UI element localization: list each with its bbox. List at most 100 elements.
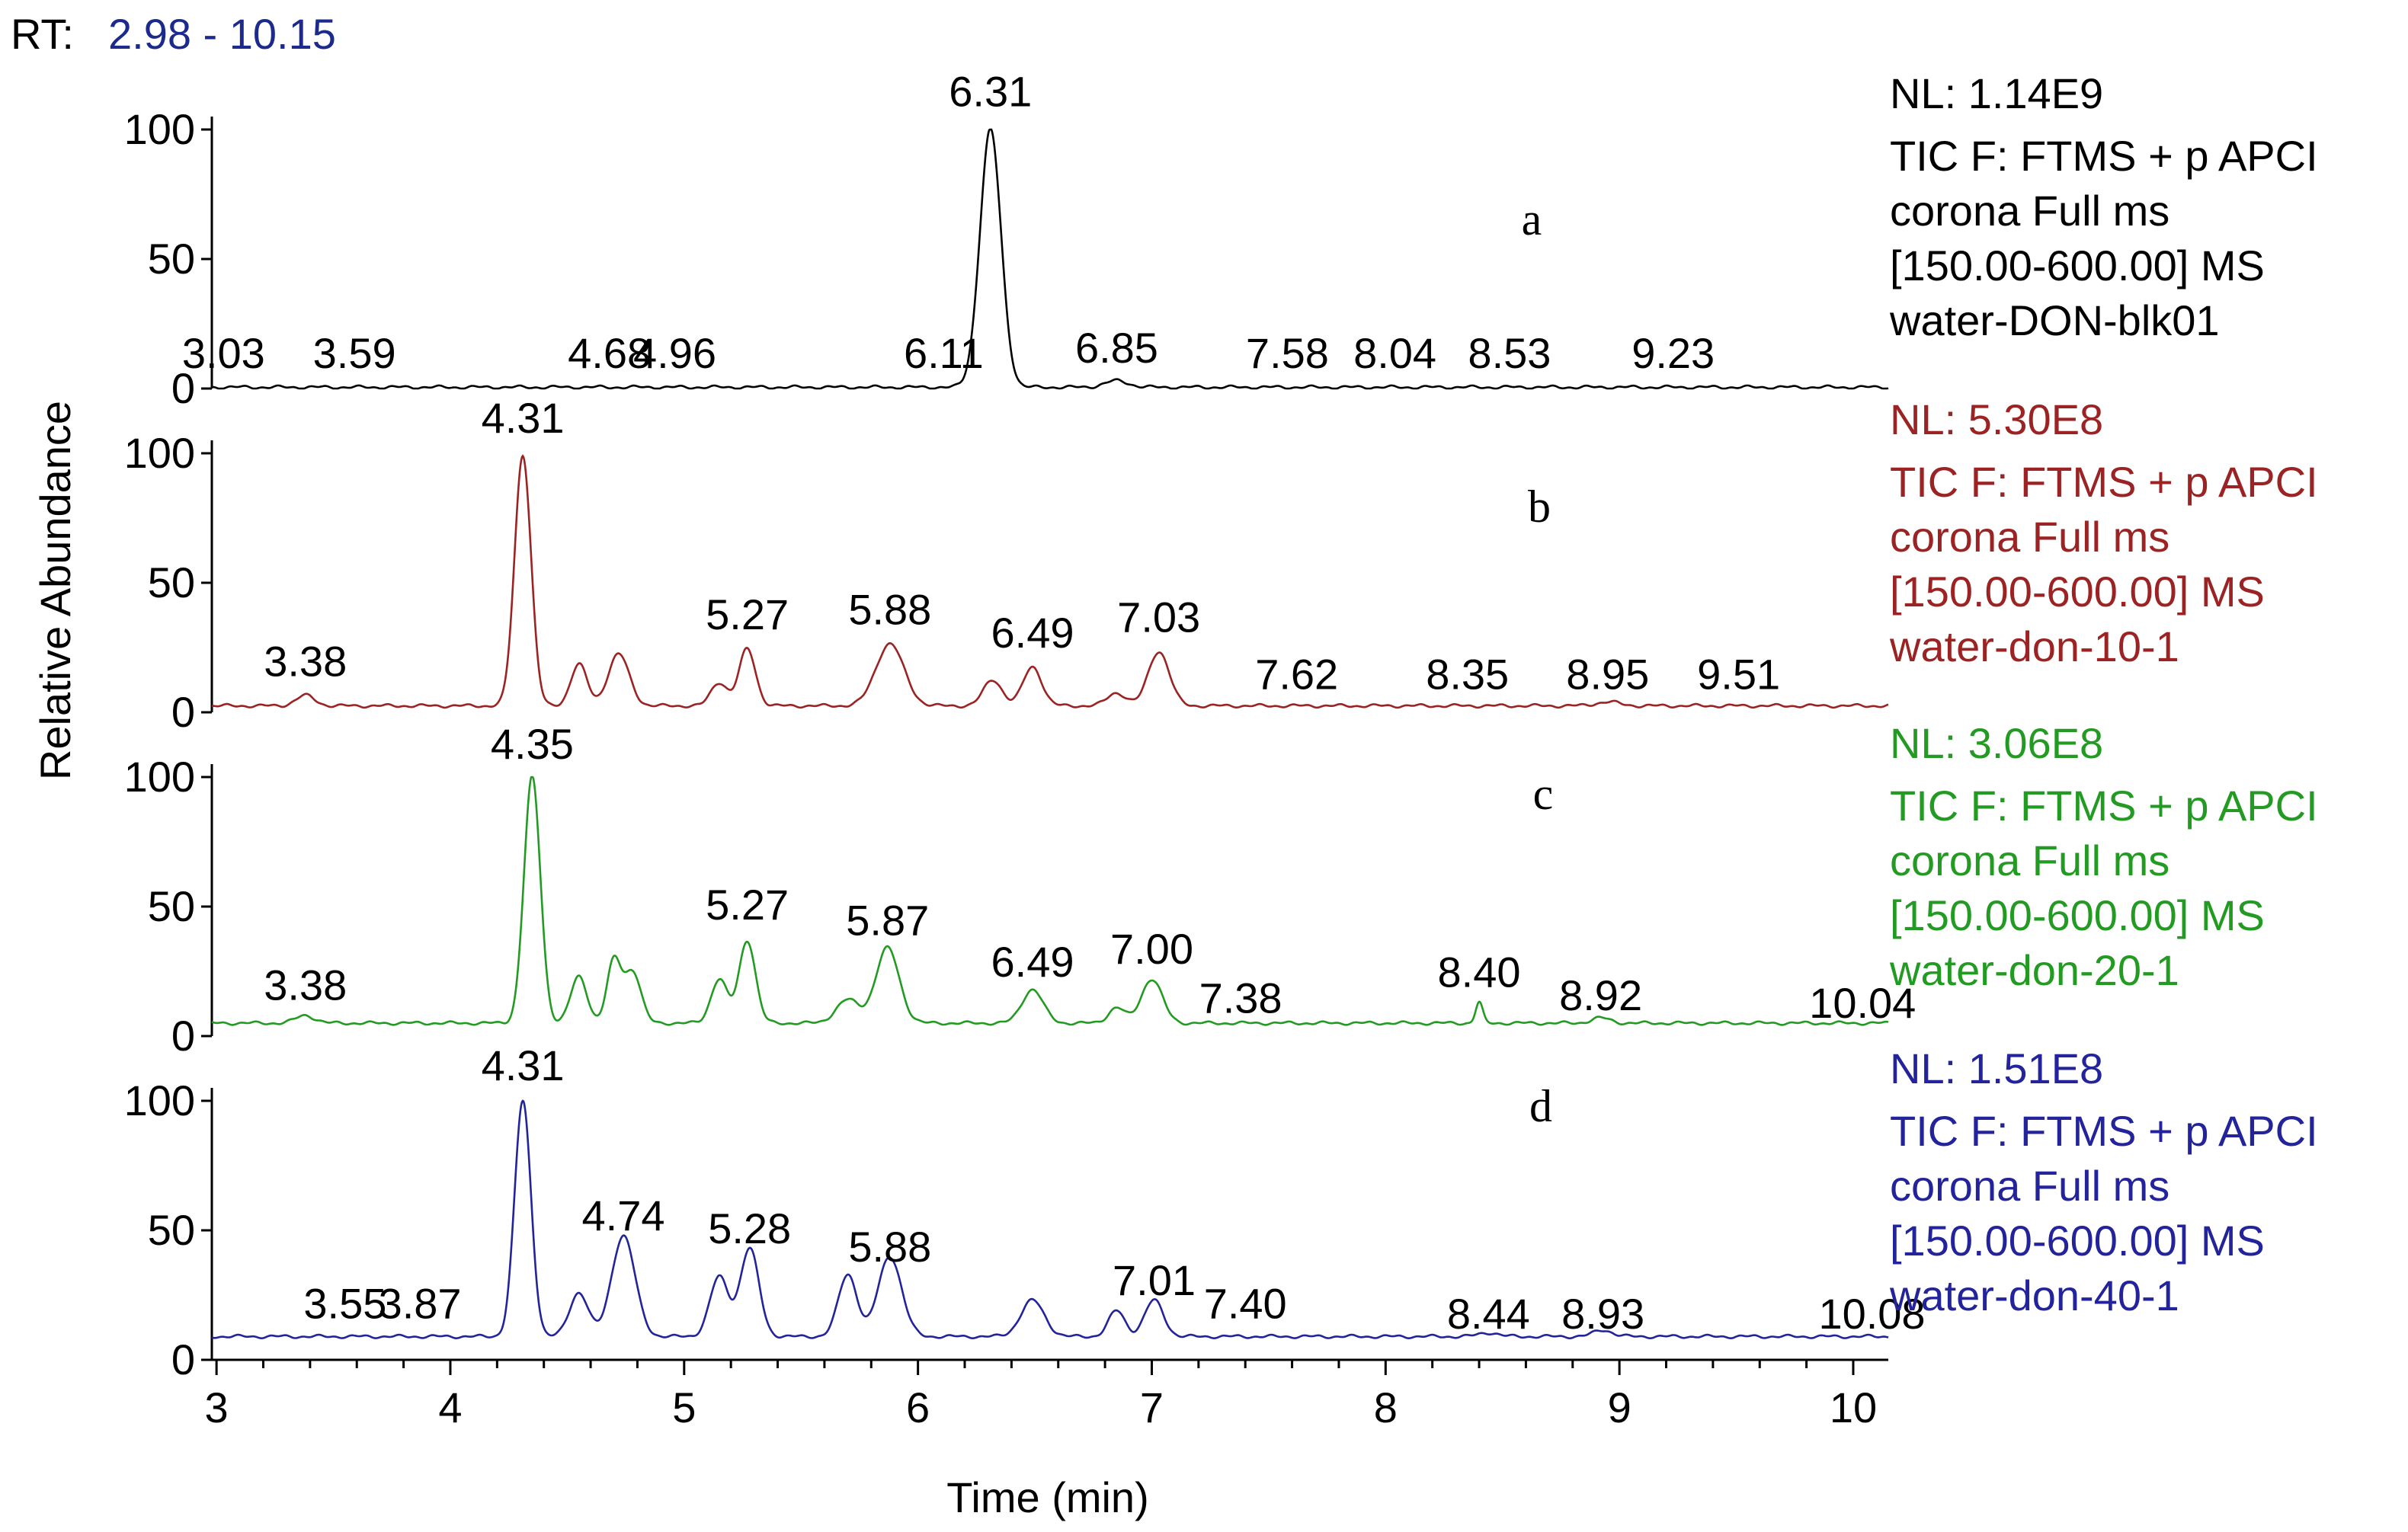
x-tick-label: 4 [438, 1383, 462, 1431]
x-tick-label: 10 [1830, 1383, 1877, 1431]
peak-label: 10.08 [1818, 1290, 1925, 1338]
peak-label: 5.88 [848, 1223, 931, 1271]
y-tick-label: 100 [124, 105, 195, 153]
y-tick-label: 100 [124, 429, 195, 477]
info-line: [150.00-600.00] MS [1890, 1217, 2265, 1265]
peak-label: 8.35 [1426, 650, 1509, 698]
panel-letter: b [1528, 481, 1551, 532]
nl-value: NL: 5.30E8 [1890, 395, 2103, 443]
panel-letter: d [1529, 1081, 1552, 1131]
peak-label: 4.74 [582, 1191, 665, 1239]
panel-letter: c [1533, 769, 1554, 819]
peak-label: 7.00 [1110, 925, 1193, 973]
trace-d [211, 1099, 1889, 1340]
peak-label: 7.40 [1204, 1280, 1287, 1328]
peak-label: 3.03 [182, 329, 265, 377]
rt-label: RT: [11, 10, 74, 58]
y-tick-label: 0 [171, 688, 195, 736]
peak-label: 3.59 [313, 329, 396, 377]
nl-value: NL: 3.06E8 [1890, 719, 2103, 767]
y-tick-label: 50 [148, 235, 195, 283]
x-axis: 3 4 5 6 7 8 9 10 [205, 1358, 1888, 1431]
x-axis-label: Time (min) [946, 1473, 1148, 1521]
info-line: [150.00-600.00] MS [1890, 241, 2265, 289]
y-tick-label: 100 [124, 753, 195, 801]
peak-label: 5.27 [706, 881, 789, 929]
panel-c: 0 50 100 3.38 4.35 5.27 5.87 6.49 7.007.38 8.40 8.… [124, 719, 2318, 1060]
peak-label: 5.28 [708, 1204, 791, 1252]
info-line: TIC F: FTMS + p APCI [1890, 458, 2318, 506]
y-tick-label: 0 [171, 1335, 195, 1383]
peak-label: 4.68 [568, 329, 651, 377]
peak-label: 4.35 [491, 720, 574, 768]
info-line: water-don-40-1 [1889, 1271, 2179, 1319]
x-tick-label: 8 [1374, 1383, 1398, 1431]
panel-d: 0 50 100 3.553.87 4.31 4.74 5.28 5.88 7.01 7.40 8.… [124, 1041, 2318, 1383]
y-axis-label: Relative Abundance [31, 401, 79, 780]
peak-label: 9.23 [1631, 329, 1715, 377]
peak-label: 6.49 [991, 938, 1074, 986]
peak-label: 4.31 [482, 1041, 565, 1089]
info-line: water-DON-blk01 [1889, 296, 2220, 344]
peak-label: 5.87 [846, 896, 929, 944]
info-line: water-don-10-1 [1889, 622, 2179, 670]
peak-label: 9.51 [1697, 650, 1780, 698]
info-line: corona Full ms [1890, 1162, 2169, 1210]
peak-label: 5.88 [848, 585, 931, 633]
peak-label: 3.87 [379, 1280, 462, 1328]
peak-label: 6.31 [949, 67, 1032, 115]
panel-a: 0 50 100 3.03 3.59 4.684.96 6.11 6.31 6.85 7.58 8.… [124, 67, 2318, 412]
nl-value: NL: 1.14E9 [1890, 69, 2103, 117]
panel-letter: a [1522, 194, 1542, 245]
peak-label: 5.27 [706, 590, 789, 638]
x-tick-label: 6 [906, 1383, 930, 1431]
y-tick-label: 50 [148, 558, 195, 606]
peak-label: 8.44 [1447, 1290, 1530, 1338]
x-tick-label: 7 [1140, 1383, 1164, 1431]
y-tick-label: 0 [171, 1012, 195, 1060]
peak-label: 7.01 [1113, 1256, 1196, 1304]
info-line: [150.00-600.00] MS [1890, 891, 2265, 939]
trace-c [211, 776, 1889, 1026]
info-line: corona Full ms [1890, 836, 2169, 884]
panels-group: 0 50 100 3.03 3.59 4.684.96 6.11 6.31 6.85 7.58 8.… [124, 67, 2318, 1383]
peak-label: 7.03 [1117, 593, 1200, 641]
info-line: water-don-20-1 [1889, 946, 2179, 994]
peak-label: 8.53 [1468, 329, 1551, 377]
rt-range: 2.98 - 10.15 [108, 10, 336, 58]
y-tick-label: 50 [148, 1206, 195, 1254]
panel-b: 0 50 100 3.38 4.31 5.27 5.88 6.49 7.03 7.62 8.35 8.… [124, 394, 2318, 736]
trace-b [212, 454, 1889, 709]
info-line: [150.00-600.00] MS [1890, 568, 2265, 616]
peak-label: 3.38 [264, 637, 347, 685]
peak-label: 8.40 [1438, 948, 1521, 996]
info-line: TIC F: FTMS + p APCI [1890, 782, 2318, 830]
y-tick-label: 100 [124, 1076, 195, 1124]
x-tick-label: 5 [672, 1383, 696, 1431]
y-tick-label: 0 [171, 364, 195, 412]
peak-label: 7.58 [1246, 329, 1329, 377]
nl-value: NL: 1.51E8 [1890, 1044, 2103, 1092]
peak-label: 7.38 [1199, 974, 1282, 1022]
info-line: TIC F: FTMS + p APCI [1890, 132, 2318, 180]
y-tick-label: 50 [148, 882, 195, 930]
peak-label: 8.95 [1566, 650, 1649, 698]
peak-label: 3.55 [303, 1280, 386, 1328]
x-tick-label: 9 [1608, 1383, 1631, 1431]
peak-label: 4.31 [482, 394, 565, 442]
info-line: corona Full ms [1890, 513, 2169, 561]
peak-label: 4.96 [633, 329, 716, 377]
info-line: corona Full ms [1890, 187, 2169, 235]
peak-label: 10.04 [1809, 979, 1916, 1027]
info-line: TIC F: FTMS + p APCI [1890, 1107, 2318, 1155]
peak-label: 3.38 [264, 961, 347, 1009]
peak-label: 6.85 [1075, 324, 1158, 372]
peak-label: 8.04 [1353, 329, 1436, 377]
peak-label: 6.49 [991, 609, 1074, 657]
trace-a [211, 128, 1889, 390]
x-tick-label: 3 [205, 1383, 229, 1431]
peak-label: 8.93 [1561, 1290, 1644, 1338]
peak-label: 7.62 [1255, 650, 1338, 698]
peak-label: 6.11 [904, 329, 984, 377]
